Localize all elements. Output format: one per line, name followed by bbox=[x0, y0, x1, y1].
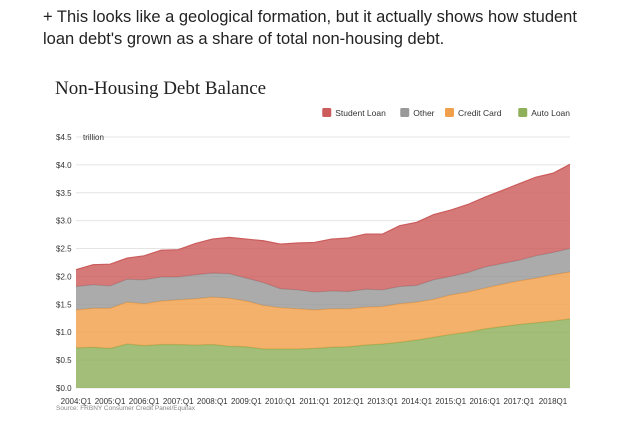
y-tick-label: $4.5 bbox=[56, 133, 72, 142]
x-tick-label: 2011:Q1 bbox=[299, 397, 330, 406]
legend-swatch-auto-loan bbox=[518, 108, 528, 117]
x-tick-label: 2014:Q1 bbox=[401, 397, 432, 406]
legend-label-auto-loan: Auto Loan bbox=[531, 108, 570, 118]
y-tick-label: $3.0 bbox=[56, 217, 72, 226]
x-tick-label: 2015:Q1 bbox=[435, 397, 466, 406]
x-tick-label: 2004:Q1 bbox=[61, 397, 92, 406]
chart-container: Non-Housing Debt Balance Auto Loan Credit… bbox=[43, 62, 591, 420]
x-tick-label: 2008:Q1 bbox=[197, 397, 228, 406]
x-tick-label: 2010:Q1 bbox=[265, 397, 296, 406]
y-tick-label: $2.0 bbox=[56, 272, 72, 281]
x-tick-label: 2005:Q1 bbox=[95, 397, 126, 406]
legend-label-other: Other bbox=[413, 108, 434, 118]
source-note: Source: FRBNY Consumer Credit Panel/Equi… bbox=[56, 405, 196, 412]
legend-label-student-loan: Student Loan bbox=[335, 108, 386, 118]
x-tick-label: 2018Q1 bbox=[539, 397, 568, 406]
area-credit-card bbox=[76, 271, 570, 349]
caption-text: + This looks like a geological formation… bbox=[43, 8, 577, 48]
area-auto-loan bbox=[76, 318, 570, 388]
y-tick-label: $1.0 bbox=[56, 328, 72, 337]
x-tick-label: 2006:Q1 bbox=[129, 397, 160, 406]
y-axis-ticks: $0.0 $0.5 $1.0 $1.5 $2.0 $2.5 $3.0 $3.5 $4.0 $4.5… bbox=[56, 133, 104, 393]
line-student-loan bbox=[75, 163, 571, 271]
x-tick-label: 2012:Q1 bbox=[333, 397, 364, 406]
areas bbox=[75, 163, 571, 388]
y-unit-label: trillion bbox=[83, 133, 104, 142]
area-student-loan bbox=[76, 164, 570, 293]
x-tick-label: 2007:Q1 bbox=[163, 397, 194, 406]
y-tick-label: $2.5 bbox=[56, 245, 72, 254]
x-tick-label: 2017:Q1 bbox=[504, 397, 535, 406]
x-tick-label: 2009:Q1 bbox=[231, 397, 262, 406]
area-other bbox=[76, 248, 570, 310]
y-tick-label: $0.5 bbox=[56, 356, 72, 365]
legend-label-credit-card: Credit Card bbox=[458, 108, 502, 118]
y-tick-label: $3.5 bbox=[56, 189, 72, 198]
legend-swatch-student-loan bbox=[322, 108, 332, 117]
legend-swatch-credit-card bbox=[445, 108, 454, 117]
y-tick-label: $4.0 bbox=[56, 161, 72, 170]
y-tick-label: $0.0 bbox=[56, 384, 72, 393]
legend: Auto Loan Credit Card Other Student Loan bbox=[322, 108, 570, 118]
x-tick-label: 2013:Q1 bbox=[367, 397, 398, 406]
y-tick-label: $1.5 bbox=[56, 300, 72, 309]
legend-swatch-other bbox=[400, 108, 410, 117]
x-tick-label: 2016:Q1 bbox=[469, 397, 500, 406]
x-axis-ticks: 2004:Q1 2005:Q1 2006:Q1 2007:Q1 2008:Q1 2009:… bbox=[61, 397, 568, 406]
chart-title: Non-Housing Debt Balance bbox=[55, 78, 266, 99]
stacked-area-chart: Non-Housing Debt Balance Auto Loan Credit… bbox=[55, 78, 571, 412]
